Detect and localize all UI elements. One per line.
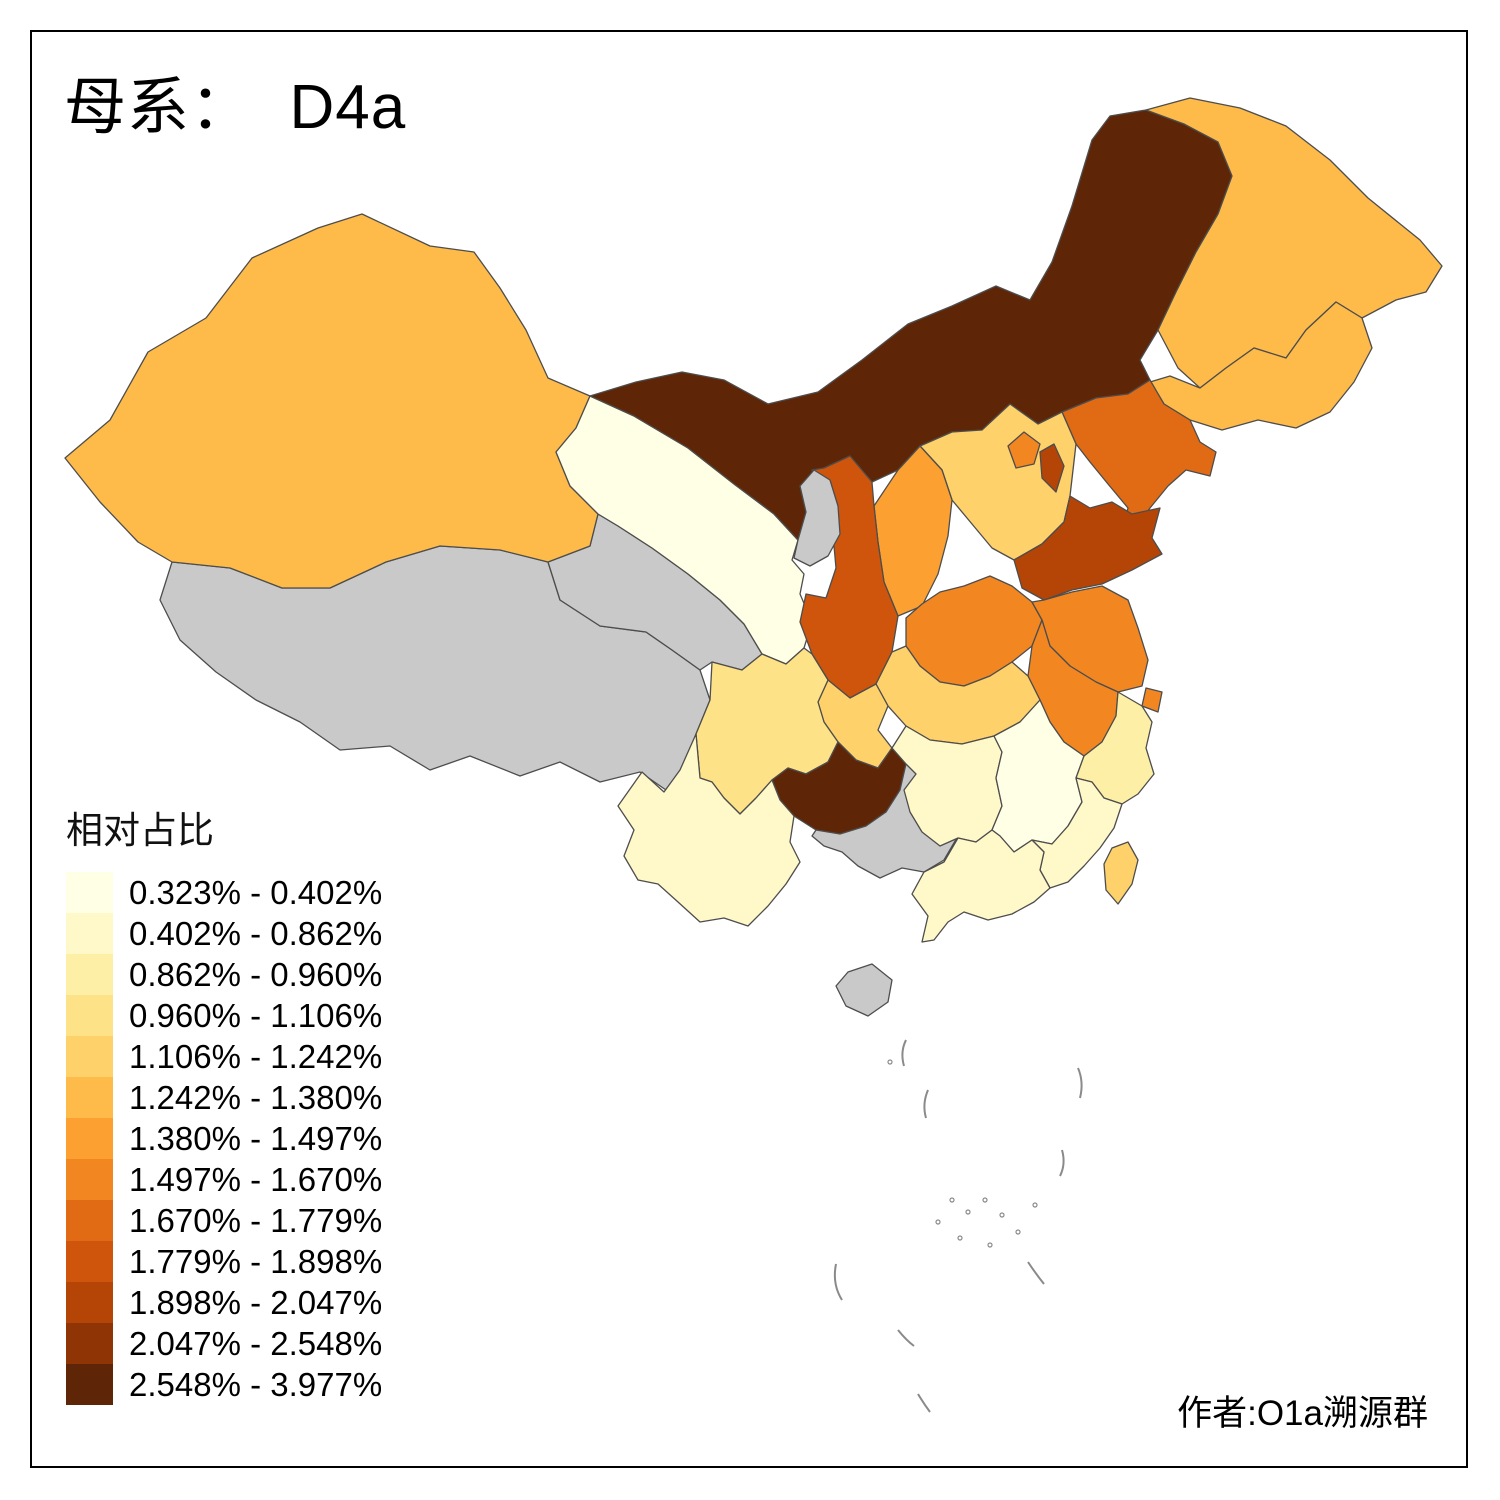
legend-swatch	[66, 872, 113, 913]
dash-line-segment	[1027, 1261, 1045, 1285]
legend-swatch	[66, 995, 113, 1036]
legend-title: 相对占比	[66, 810, 214, 851]
legend-swatch	[66, 954, 113, 995]
islet	[965, 1209, 971, 1215]
legend-label: 1.242% - 1.380%	[129, 1078, 383, 1116]
islet	[935, 1219, 941, 1225]
dash-line-segment	[833, 1263, 843, 1301]
legend-swatch	[66, 1200, 113, 1241]
legend-label: 2.047% - 2.548%	[129, 1324, 383, 1362]
legend-item: 1.670% - 1.779%	[66, 1200, 382, 1241]
legend-label: 0.960% - 1.106%	[129, 996, 383, 1034]
dash-line-segment	[923, 1089, 929, 1119]
legend-item: 1.242% - 1.380%	[66, 1077, 382, 1118]
region-fujian	[1031, 777, 1123, 889]
legend-swatch	[66, 1323, 113, 1364]
dash-line-segment	[1059, 1149, 1065, 1177]
figure-title: 母系： D4a	[64, 73, 407, 142]
islet	[1015, 1229, 1021, 1235]
dash-line-segment	[897, 1329, 915, 1347]
region-ningxia	[793, 469, 841, 567]
legend-swatch	[66, 1118, 113, 1159]
legend-swatch	[66, 1364, 113, 1405]
legend-swatch	[66, 913, 113, 954]
islet	[887, 1059, 893, 1065]
dash-line-segment	[1077, 1067, 1083, 1099]
legend-swatch	[66, 1282, 113, 1323]
legend: 相对占比 0.323% - 0.402% 0.402% - 0.862% 0.8…	[66, 800, 382, 1405]
legend-label: 1.106% - 1.242%	[129, 1037, 383, 1075]
legend-swatch	[66, 1241, 113, 1282]
islet	[949, 1197, 955, 1203]
region-guangdong	[911, 829, 1051, 943]
region-tianjin	[1039, 443, 1065, 493]
legend-label: 1.898% - 2.047%	[129, 1283, 383, 1321]
legend-label: 1.779% - 1.898%	[129, 1242, 383, 1280]
region-beijing	[1007, 431, 1041, 469]
legend-item: 1.106% - 1.242%	[66, 1036, 382, 1077]
islet	[957, 1235, 963, 1241]
region-liaoning	[1061, 379, 1217, 537]
legend-item: 0.323% - 0.402%	[66, 872, 382, 913]
legend-item: 0.402% - 0.862%	[66, 913, 382, 954]
legend-swatch	[66, 1159, 113, 1200]
legend-item: 2.548% - 3.977%	[66, 1364, 382, 1405]
islet	[982, 1197, 988, 1203]
legend-item: 1.380% - 1.497%	[66, 1118, 382, 1159]
legend-item: 1.497% - 1.670%	[66, 1159, 382, 1200]
islet	[999, 1212, 1005, 1218]
legend-label: 1.380% - 1.497%	[129, 1119, 383, 1157]
provinces	[64, 97, 1443, 1017]
region-xinjiang	[64, 213, 599, 589]
legend-item: 0.960% - 1.106%	[66, 995, 382, 1036]
region-shanghai	[1141, 687, 1163, 713]
region-yunnan	[617, 733, 801, 927]
legend-label: 2.548% - 3.977%	[129, 1365, 383, 1403]
legend-label: 0.862% - 0.960%	[129, 955, 383, 993]
region-hainan	[835, 963, 893, 1017]
legend-label: 1.670% - 1.779%	[129, 1201, 383, 1239]
islet	[1032, 1202, 1038, 1208]
legend-item: 0.862% - 0.960%	[66, 954, 382, 995]
south-china-sea-marks	[833, 1039, 1083, 1413]
plot-border	[30, 30, 1468, 1468]
legend-label: 1.497% - 1.670%	[129, 1160, 383, 1198]
region-shandong	[1013, 495, 1163, 601]
islet	[987, 1242, 993, 1248]
legend-label: 0.323% - 0.402%	[129, 873, 383, 911]
dash-line-segment	[901, 1039, 907, 1067]
dash-line-segment	[917, 1393, 931, 1413]
legend-item: 1.779% - 1.898%	[66, 1241, 382, 1282]
legend-swatch	[66, 1036, 113, 1077]
legend-item: 2.047% - 2.548%	[66, 1323, 382, 1364]
author-credit: 作者:O1a溯源群	[1177, 1394, 1428, 1433]
legend-swatch	[66, 1077, 113, 1118]
region-taiwan	[1103, 841, 1139, 905]
legend-item: 1.898% - 2.047%	[66, 1282, 382, 1323]
legend-label: 0.402% - 0.862%	[129, 914, 383, 952]
